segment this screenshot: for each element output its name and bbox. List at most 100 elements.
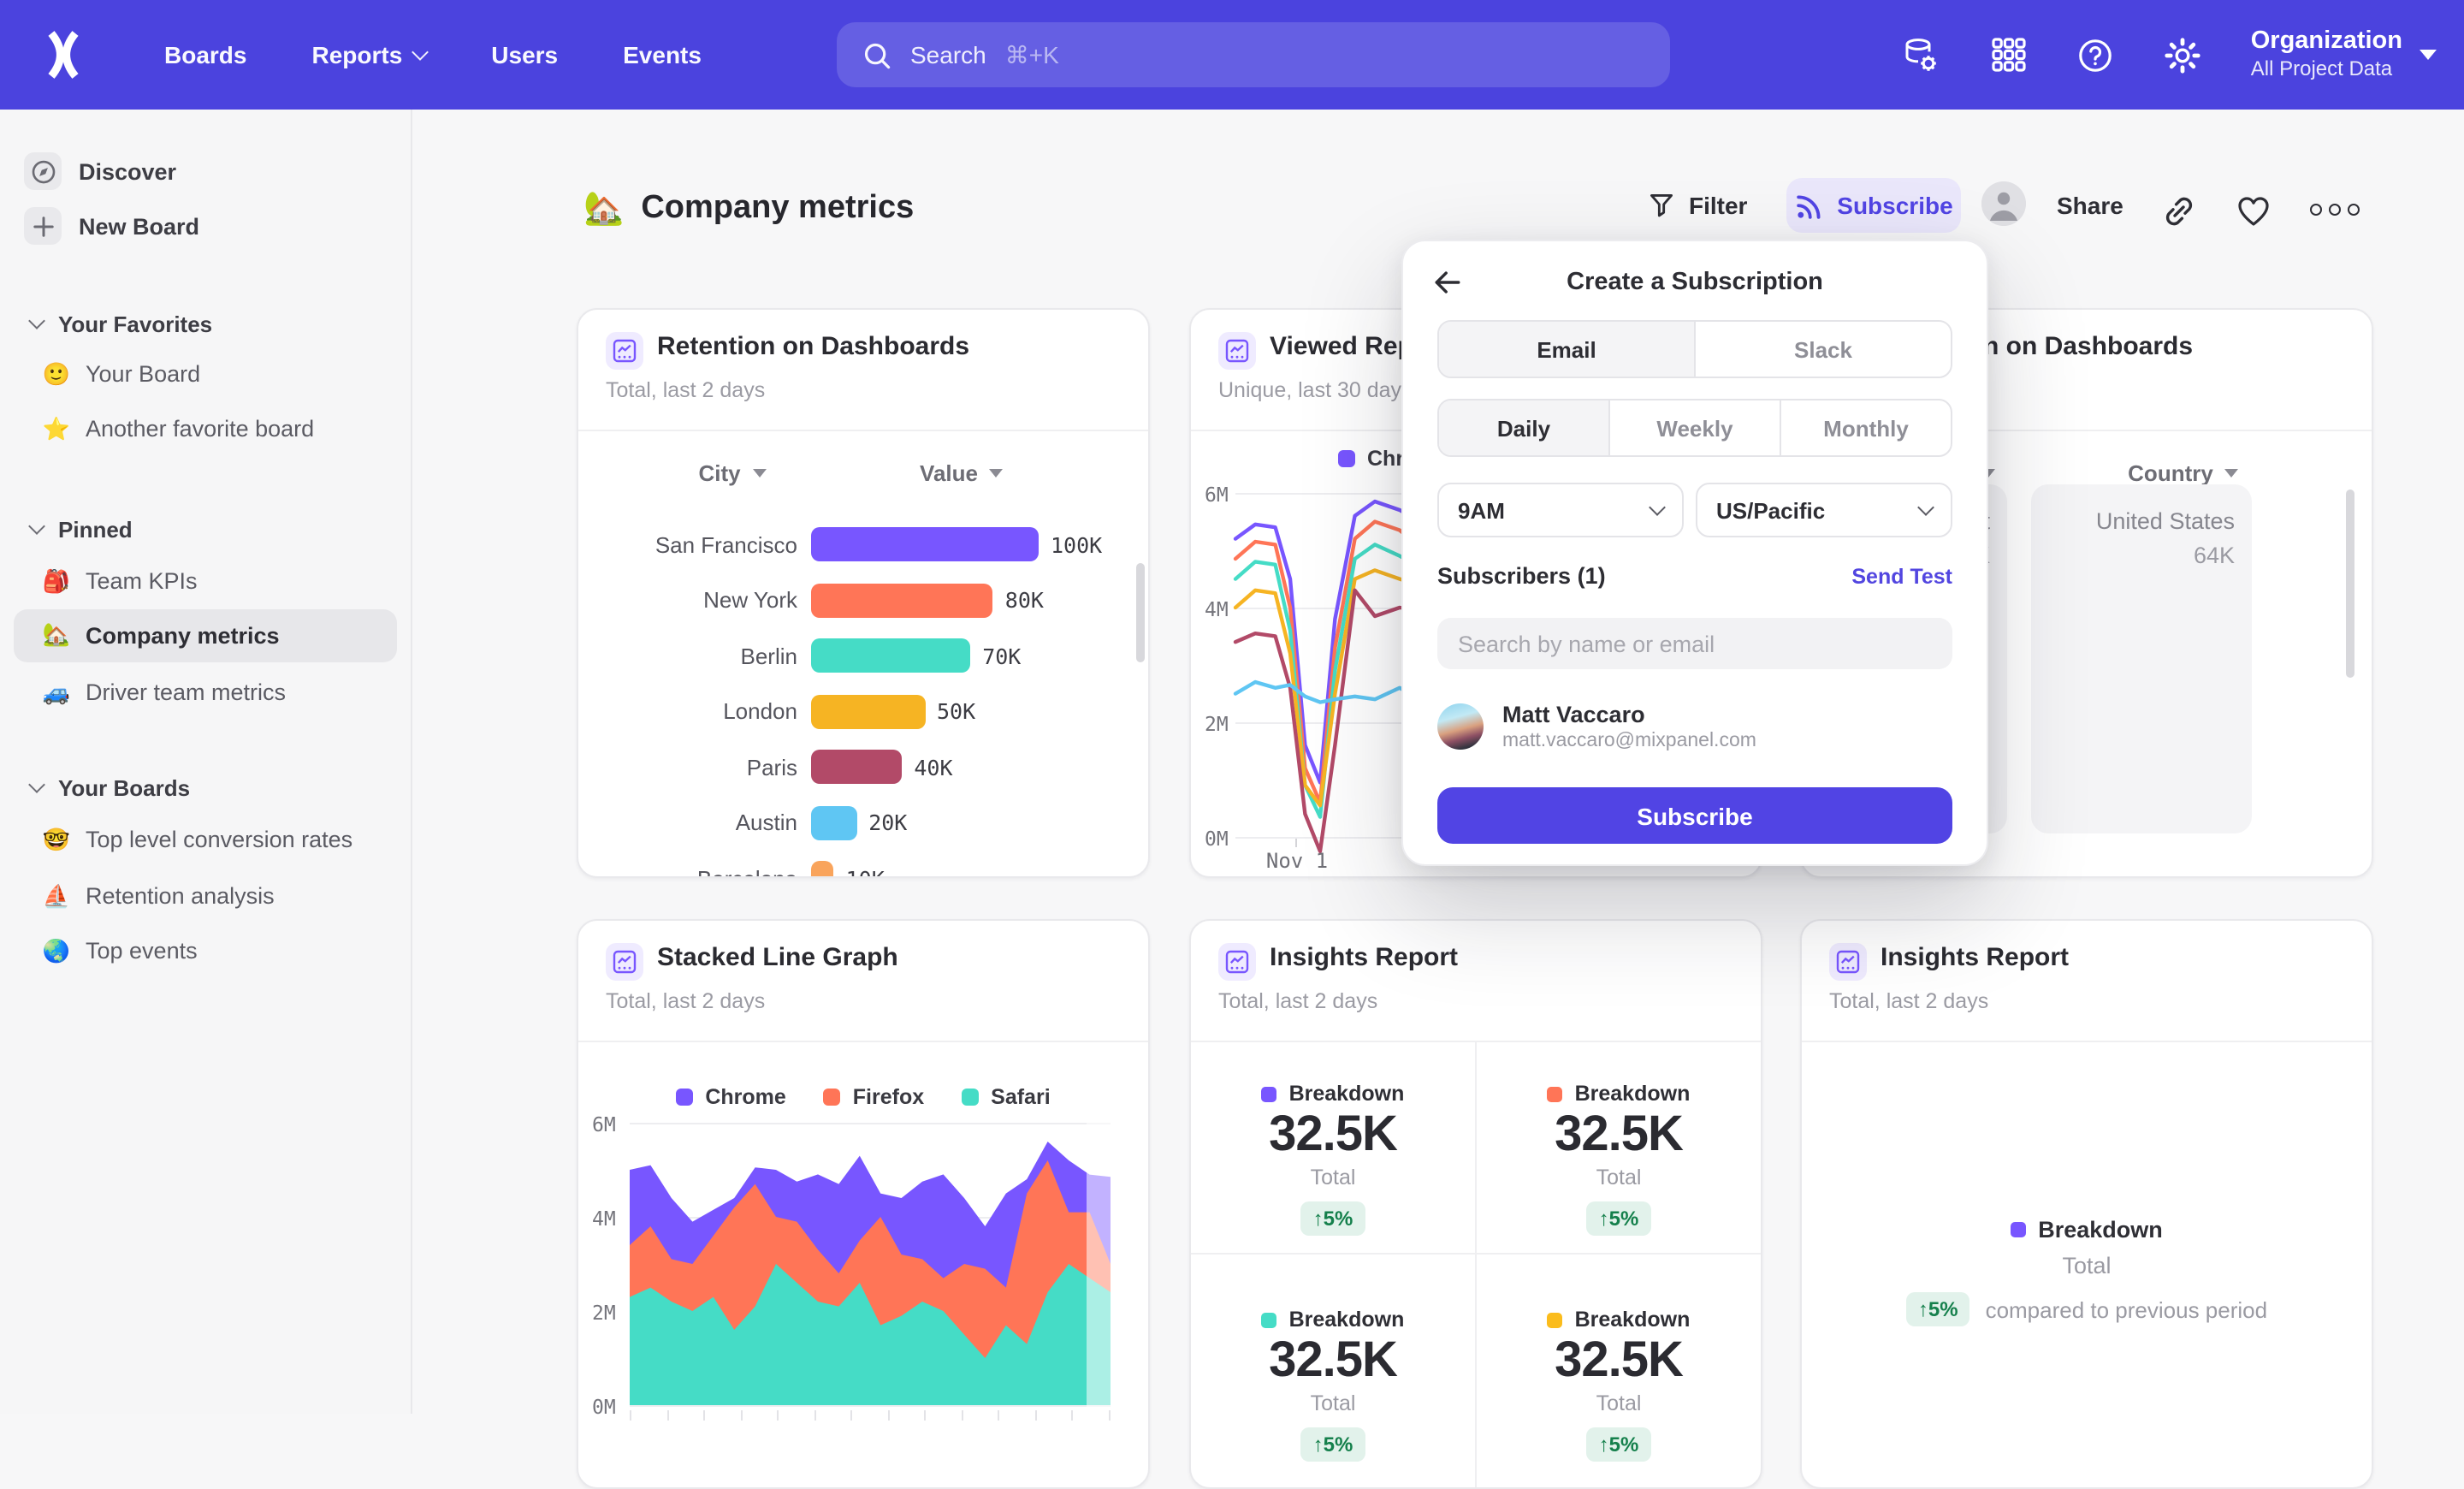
column-header-value[interactable]: Value bbox=[852, 460, 1071, 486]
tab-weekly[interactable]: Weekly bbox=[1608, 400, 1780, 455]
sidebar: Discover New Board Your Favorites 🙂 Your B… bbox=[0, 110, 412, 1414]
legend-item[interactable]: Chrome bbox=[676, 1085, 786, 1109]
tab-daily[interactable]: Daily bbox=[1439, 400, 1608, 455]
tab-monthly[interactable]: Monthly bbox=[1780, 400, 1951, 455]
filter-button[interactable]: Filter bbox=[1648, 192, 1747, 219]
table-row[interactable]: Berlin 70K bbox=[578, 628, 1148, 684]
board-emoji: 🙂 bbox=[42, 360, 71, 386]
report-chart-icon bbox=[1218, 332, 1256, 370]
subscriber-search-input[interactable]: Search by name or email bbox=[1437, 618, 1952, 669]
sidebar-item-retention-analysis[interactable]: ⛵ Retention analysis bbox=[42, 882, 275, 909]
legend-item[interactable]: Firefox bbox=[823, 1085, 924, 1109]
metric-tile[interactable]: Breakdown 32.5K Total ↑5% bbox=[1477, 1082, 1761, 1236]
card-title: Insights Report bbox=[1881, 943, 2070, 972]
sidebar-item-your-board[interactable]: 🙂 Your Board bbox=[42, 360, 201, 387]
sidebar-item-company-metrics[interactable]: 🏡 Company metrics bbox=[14, 608, 397, 661]
rss-icon bbox=[1796, 194, 1820, 218]
data-connections-icon[interactable] bbox=[1902, 35, 1941, 74]
table-row[interactable]: New York 80K bbox=[578, 572, 1148, 628]
series-swatch bbox=[1547, 1312, 1563, 1327]
bar bbox=[811, 638, 971, 673]
mixpanel-logo[interactable] bbox=[38, 29, 89, 80]
metric-tile[interactable]: Breakdown 32.5K Total ↑5% bbox=[1191, 1308, 1475, 1462]
modal-subscribe-button[interactable]: Subscribe bbox=[1437, 787, 1952, 844]
legend-item[interactable]: Safari bbox=[962, 1085, 1051, 1109]
top-nav: Boards Reports Users Events Search ⌘+K bbox=[0, 0, 2464, 110]
delta-badge: ↑5% bbox=[1905, 1292, 1970, 1326]
favorite-heart-icon[interactable] bbox=[2235, 192, 2272, 229]
timezone-select[interactable]: US/Pacific bbox=[1696, 483, 1952, 537]
sidebar-item-top-level-conversion-rates[interactable]: 🤓 Top level conversion rates bbox=[42, 826, 353, 852]
back-button[interactable] bbox=[1430, 265, 1468, 303]
table-row[interactable]: San Francisco 100K bbox=[578, 517, 1148, 572]
tab-slack[interactable]: Slack bbox=[1694, 322, 1951, 377]
card-insights-report-single: Insights Report Total, last 2 days Break… bbox=[1800, 919, 2373, 1489]
sidebar-item-another-favorite-board[interactable]: ⭐ Another favorite board bbox=[42, 415, 315, 442]
series-swatch bbox=[1261, 1086, 1277, 1101]
help-icon[interactable] bbox=[2076, 35, 2116, 74]
card-insights-report-grid: Insights Report Total, last 2 days Break… bbox=[1189, 919, 1762, 1489]
bar bbox=[811, 805, 857, 840]
tab-email[interactable]: Email bbox=[1439, 322, 1694, 377]
search-input[interactable]: Search ⌘+K bbox=[837, 22, 1670, 87]
report-chart-icon bbox=[1218, 943, 1256, 981]
bar bbox=[811, 750, 903, 785]
board-emoji: 🏡 bbox=[583, 192, 625, 228]
nav-item-boards[interactable]: Boards bbox=[164, 41, 247, 68]
nav-item-events[interactable]: Events bbox=[623, 41, 702, 68]
chevron-down-icon bbox=[28, 776, 45, 793]
table-row[interactable]: Paris 40K bbox=[578, 739, 1148, 795]
card-subtitle: Unique, last 30 days bbox=[1218, 378, 1413, 402]
sidebar-item-driver-team-metrics[interactable]: 🚙 Driver team metrics bbox=[42, 679, 287, 705]
delta-badge: ↑5% bbox=[1300, 1427, 1365, 1462]
member-email: matt.vaccaro@mixpanel.com bbox=[1502, 731, 1756, 751]
copy-link-icon[interactable] bbox=[2161, 193, 2199, 231]
column-header-country[interactable]: Country bbox=[2074, 460, 2293, 486]
sidebar-item-team-kpis[interactable]: 🎒 Team KPIs bbox=[42, 567, 198, 594]
sidebar-section-pinned[interactable]: Pinned bbox=[28, 513, 133, 544]
sidebar-item-top-events[interactable]: 🌏 Top events bbox=[42, 937, 198, 964]
metric-value: 32.5K bbox=[1269, 1333, 1398, 1388]
table-row[interactable]: Austin 20K bbox=[578, 795, 1148, 851]
retention-cell[interactable]: United States 64K bbox=[2031, 484, 2252, 833]
metric-unit: Total bbox=[1596, 1391, 1642, 1415]
column-header-city[interactable]: City bbox=[630, 460, 835, 486]
table-row[interactable]: London 50K bbox=[578, 684, 1148, 739]
metric-unit: Total bbox=[1310, 1166, 1356, 1189]
y-tick-label: 6M bbox=[1205, 483, 1229, 507]
metric-value: 32.5K bbox=[1269, 1107, 1398, 1162]
metric-value: 32.5K bbox=[1555, 1333, 1684, 1388]
metric-tile[interactable]: Breakdown Total ↑5% compared to previous… bbox=[1802, 1217, 2372, 1326]
more-options-button[interactable] bbox=[2310, 204, 2360, 216]
card-stacked-line-graph: Stacked Line Graph Total, last 2 days Ch… bbox=[577, 919, 1150, 1489]
modal-title: Create a Subscription bbox=[1567, 269, 1823, 296]
board-emoji: ⭐ bbox=[42, 415, 71, 441]
nav-item-users[interactable]: Users bbox=[491, 41, 559, 68]
settings-gear-icon[interactable] bbox=[2164, 35, 2203, 74]
metric-tile[interactable]: Breakdown 32.5K Total ↑5% bbox=[1191, 1082, 1475, 1236]
series-swatch bbox=[1547, 1086, 1563, 1101]
retention-rows: San Francisco 100K New York 80K Berlin 70K Lon… bbox=[578, 517, 1148, 876]
channel-tabs: Email Slack bbox=[1437, 320, 1952, 378]
org-switcher[interactable]: Organization All Project Data bbox=[2251, 27, 2437, 82]
sidebar-section-your-boards[interactable]: Your Boards bbox=[28, 772, 190, 803]
apps-grid-icon[interactable] bbox=[1989, 35, 2029, 74]
table-row[interactable]: Barcelona10K bbox=[578, 851, 1148, 876]
stacked-legend: Chrome Firefox Safari bbox=[578, 1085, 1148, 1109]
scrollbar[interactable] bbox=[1136, 563, 1145, 662]
time-select[interactable]: 9AM bbox=[1437, 483, 1684, 537]
sidebar-item-discover[interactable]: Discover bbox=[14, 145, 397, 197]
send-test-link[interactable]: Send Test bbox=[1851, 564, 1952, 588]
card-title: Stacked Line Graph bbox=[657, 943, 898, 972]
board-emoji: ⛵ bbox=[42, 882, 71, 908]
metric-tile[interactable]: Breakdown 32.5K Total ↑5% bbox=[1477, 1308, 1761, 1462]
subscriber-list-item[interactable]: Matt Vaccaro matt.vaccaro@mixpanel.com bbox=[1437, 700, 1756, 753]
user-avatar[interactable] bbox=[1981, 181, 2026, 226]
share-button[interactable]: Share bbox=[2057, 192, 2123, 219]
subscribe-button[interactable]: Subscribe bbox=[1786, 178, 1961, 233]
nav-item-reports[interactable]: Reports bbox=[311, 41, 429, 68]
sidebar-item-new-board[interactable]: New Board bbox=[14, 200, 397, 252]
sidebar-section-your-favorites[interactable]: Your Favorites bbox=[28, 308, 212, 339]
scrollbar[interactable] bbox=[2346, 489, 2354, 678]
